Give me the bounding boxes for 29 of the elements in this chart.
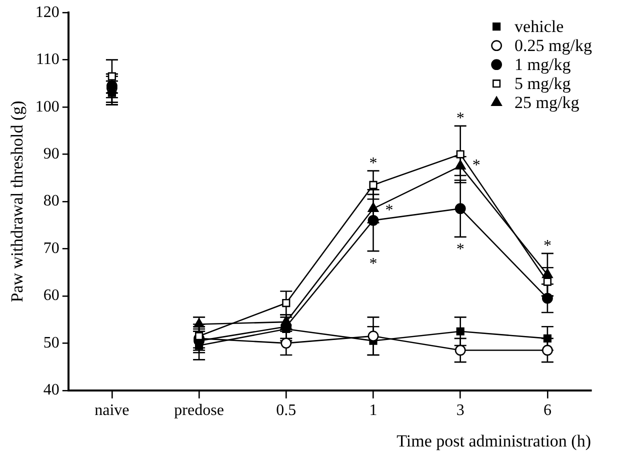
x-tick-label: naive	[94, 402, 130, 420]
y-tick-label: 120	[35, 4, 60, 21]
legend-label: 25 mg/kg	[514, 93, 580, 112]
y-tick-label: 110	[36, 51, 60, 68]
x-tick-label: 1	[369, 402, 378, 420]
x-tick-label: 0.5	[276, 402, 296, 420]
y-tick-label: 100	[35, 98, 60, 116]
y-tick-label: 70	[43, 240, 60, 257]
y-axis-title: Paw withdrawal threshold (g)	[8, 100, 27, 302]
annotation: *	[456, 110, 464, 128]
annotation: *	[369, 255, 378, 272]
legend-label: vehicle	[514, 17, 564, 36]
legend-label: 0.25 mg/kg	[514, 36, 592, 56]
annotation: *	[369, 155, 378, 172]
y-tick-label: 90	[43, 145, 60, 162]
x-tick-label: 6	[543, 402, 552, 420]
legend-label: 5 mg/kg	[514, 74, 572, 94]
annotation: *	[456, 241, 464, 258]
annotation: *	[385, 202, 394, 219]
y-tick-label: 50	[43, 334, 60, 352]
x-tick-label: 3	[456, 402, 464, 420]
annotation: *	[472, 156, 480, 174]
legend-label: 1 mg/kg	[514, 55, 572, 74]
x-tick-label: predose	[174, 402, 224, 420]
annotation: *	[543, 238, 552, 255]
y-tick-label: 60	[43, 287, 60, 304]
y-tick-label: 80	[43, 192, 60, 210]
y-tick-label: 40	[43, 382, 60, 399]
x-axis-title: Time post administration (h)	[396, 431, 591, 450]
